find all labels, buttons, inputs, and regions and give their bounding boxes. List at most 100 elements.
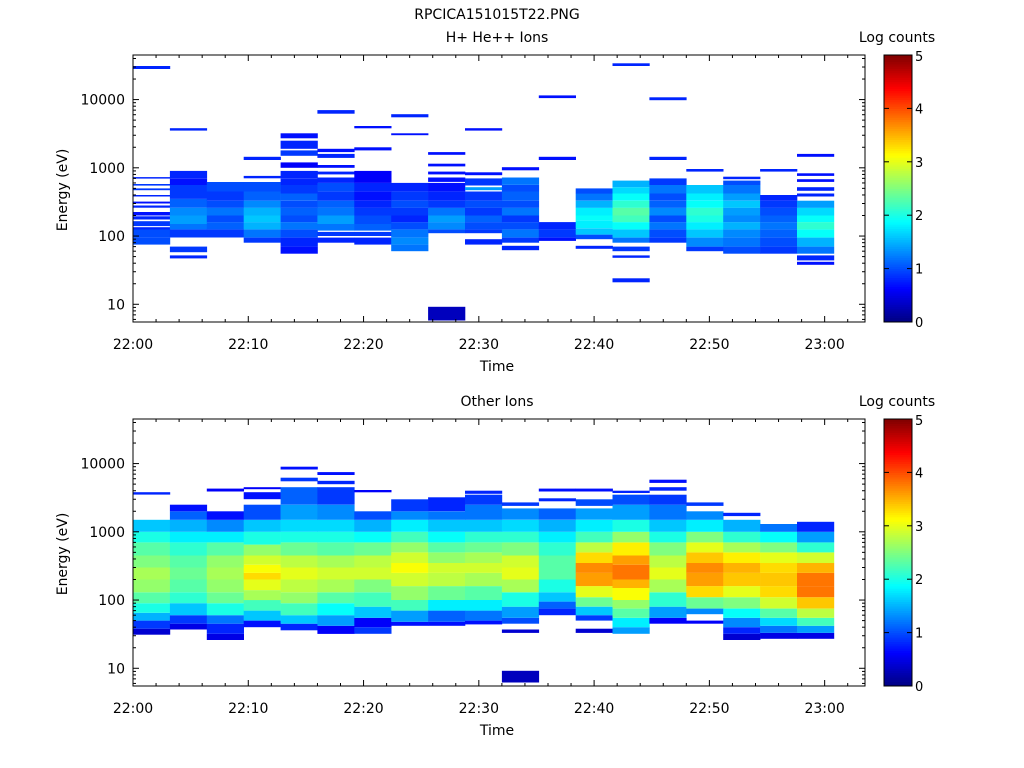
y-tick-label: 1000 — [89, 161, 125, 177]
colorbar-swatch — [884, 119, 912, 123]
heatmap-cell — [760, 215, 798, 223]
heatmap-cell — [391, 531, 429, 543]
colorbar-swatch — [884, 585, 912, 589]
y-tick-label: 10000 — [80, 93, 125, 109]
heatmap-cell — [317, 531, 355, 543]
heatmap-cell — [391, 600, 429, 611]
colorbar-swatch — [884, 88, 912, 92]
colorbar-swatch — [884, 474, 912, 478]
heatmap-cell — [354, 511, 392, 520]
heatmap-cell — [317, 625, 355, 634]
colorbar-swatch — [884, 257, 912, 261]
heatmap-cell — [206, 511, 244, 520]
colorbar-swatch — [884, 115, 912, 118]
colorbar-swatch — [884, 559, 912, 562]
colorbar-tick-label: 1 — [915, 263, 923, 278]
heatmap-cell — [723, 597, 761, 609]
colorbar-swatch — [884, 255, 912, 258]
heatmap-cell — [797, 608, 835, 618]
colorbar-swatch — [884, 233, 912, 236]
heatmap-cell — [501, 167, 540, 171]
heatmap-cell — [465, 600, 503, 611]
heatmap-cell — [538, 555, 576, 568]
colorbar-swatch — [884, 228, 912, 232]
heatmap-cell — [501, 606, 540, 618]
colorbar-swatch — [884, 452, 912, 456]
heatmap-cell — [317, 615, 355, 626]
colorbar-swatch — [884, 534, 912, 538]
heatmap-cell — [612, 229, 650, 238]
colorbar-swatch — [884, 135, 912, 138]
heatmap-cell — [649, 178, 687, 185]
heatmap-cell — [686, 215, 724, 223]
colorbar-swatch — [884, 204, 912, 207]
heatmap-cell — [760, 237, 798, 247]
colorbar-swatch — [884, 159, 912, 163]
panel-other-ions: Other Ions 22:00 22:10 22:20 22:30 22:40 22:5… — [55, 394, 935, 739]
heatmap-cell — [465, 215, 503, 223]
colorbar-swatch — [884, 445, 912, 449]
x-tick-label: 22:10 — [228, 337, 268, 353]
colorbar-swatch — [884, 63, 912, 67]
heatmap-cell — [686, 185, 724, 194]
colorbar-swatch — [884, 494, 912, 498]
heatmap-cell — [354, 207, 392, 216]
heatmap-cell — [686, 502, 724, 506]
heatmap-cell — [649, 479, 687, 483]
x-axis-label: Time — [479, 723, 514, 739]
colorbar-swatch — [884, 297, 912, 301]
colorbar-swatch — [884, 81, 912, 85]
heatmap-cell — [428, 182, 466, 192]
colorbar-swatch — [884, 237, 912, 241]
heatmap-cell — [428, 610, 466, 622]
heatmap-cell — [243, 504, 281, 520]
heatmap-cell — [280, 178, 318, 185]
heatmap-cell — [797, 625, 835, 633]
x-tick-label: 22:40 — [574, 337, 614, 353]
heatmap-cell — [612, 222, 650, 230]
heatmap-cell — [280, 162, 318, 168]
heatmap-cell — [612, 255, 650, 258]
heatmap-cell — [243, 590, 281, 601]
heatmap-cell — [428, 207, 466, 216]
heatmap-cell — [538, 531, 576, 543]
heatmap-cell — [169, 623, 208, 630]
heatmap-cell — [133, 66, 171, 69]
heatmap-cell — [575, 586, 613, 598]
colorbar-swatch — [884, 648, 912, 651]
colorbar-swatch — [884, 224, 912, 227]
heatmap-cell — [465, 172, 503, 176]
heatmap-cell — [760, 586, 798, 598]
heatmap-cell — [575, 562, 613, 573]
heatmap-cell — [797, 153, 835, 157]
colorbar-swatch — [884, 75, 912, 78]
heatmap-cell — [206, 215, 244, 223]
heatmap-cell — [133, 612, 171, 621]
heatmap-cell — [686, 597, 724, 609]
heatmap-cell — [538, 498, 576, 502]
heatmap-cell — [243, 579, 281, 591]
heatmap-cell — [280, 487, 318, 505]
colorbar-swatch — [884, 614, 912, 618]
colorbar-swatch — [884, 665, 912, 669]
heatmap-cell — [391, 200, 429, 208]
colorbar-swatch — [884, 679, 912, 683]
heatmap-cell — [686, 620, 724, 624]
heatmap-cell — [280, 603, 318, 616]
heatmap-cell — [391, 562, 429, 573]
heatmap-cell — [501, 229, 540, 238]
colorbar-swatch — [884, 519, 912, 522]
colorbar-swatch — [884, 521, 912, 525]
colorbar-swatch — [884, 299, 912, 303]
colorbar-tick-label: 2 — [915, 573, 923, 588]
colorbar-swatch — [884, 268, 912, 272]
heatmap-cell — [169, 255, 208, 259]
heatmap-cell — [760, 572, 798, 587]
heatmap-cell — [133, 237, 171, 245]
heatmap-cell — [797, 187, 835, 191]
colorbar-swatch — [884, 217, 912, 221]
colorbar-swatch — [884, 467, 912, 471]
colorbar-swatch — [884, 461, 912, 464]
colorbar-swatch — [884, 483, 912, 487]
colorbar-swatch — [884, 543, 912, 547]
